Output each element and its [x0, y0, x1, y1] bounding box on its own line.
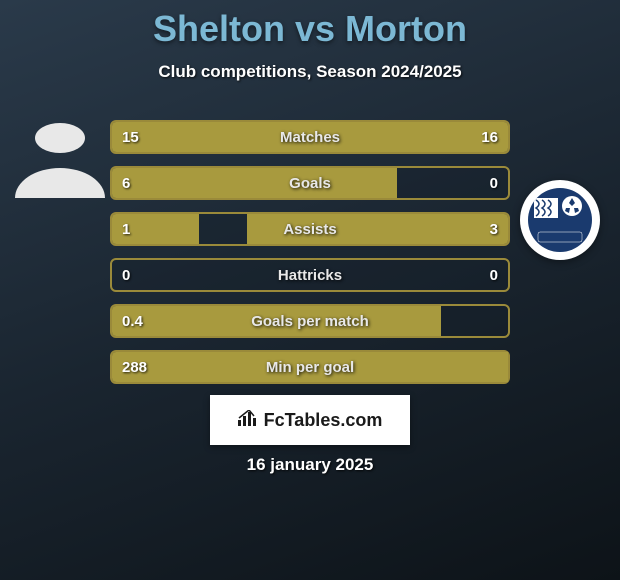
branding-text: FcTables.com — [264, 410, 383, 431]
stat-row: 1 3 Assists — [110, 212, 510, 246]
comparison-title: Shelton vs Morton — [0, 0, 620, 50]
stat-value-left: 0 — [122, 267, 130, 284]
club-crest-icon — [520, 180, 600, 260]
stat-row: 6 0 Goals — [110, 166, 510, 200]
stat-value-left: 1 — [122, 221, 130, 238]
player-left-badge — [0, 100, 120, 220]
stats-container: 15 16 Matches 6 0 Goals 1 3 Assists 0 0 Hattricks 0.… — [110, 120, 510, 396]
stat-row: 0 0 Hattricks — [110, 258, 510, 292]
crest-detail-icon — [528, 188, 592, 252]
date-text: 16 january 2025 — [247, 455, 374, 475]
stat-label: Matches — [280, 129, 340, 146]
stat-value-right: 3 — [490, 221, 498, 238]
stat-value-left: 288 — [122, 359, 147, 376]
stat-value-right: 0 — [490, 267, 498, 284]
player-right-badge — [500, 160, 620, 280]
stat-bar-left — [112, 168, 397, 198]
silhouette-icon — [35, 123, 85, 153]
stat-value-right: 16 — [481, 129, 498, 146]
stat-row: 0.4 Goals per match — [110, 304, 510, 338]
stat-value-left: 6 — [122, 175, 130, 192]
chart-icon — [238, 410, 258, 431]
stat-label: Min per goal — [266, 359, 354, 376]
stat-row: 288 Min per goal — [110, 350, 510, 384]
stat-label: Hattricks — [278, 267, 342, 284]
stat-value-left: 15 — [122, 129, 139, 146]
stat-bar-left — [112, 122, 302, 152]
stat-label: Goals — [289, 175, 331, 192]
stat-value-left: 0.4 — [122, 313, 143, 330]
stat-value-right: 0 — [490, 175, 498, 192]
stat-row: 15 16 Matches — [110, 120, 510, 154]
stat-label: Assists — [283, 221, 336, 238]
silhouette-icon — [15, 168, 105, 198]
stat-label: Goals per match — [251, 313, 369, 330]
fctables-branding[interactable]: FcTables.com — [210, 395, 410, 445]
season-subtitle: Club competitions, Season 2024/2025 — [0, 62, 620, 82]
